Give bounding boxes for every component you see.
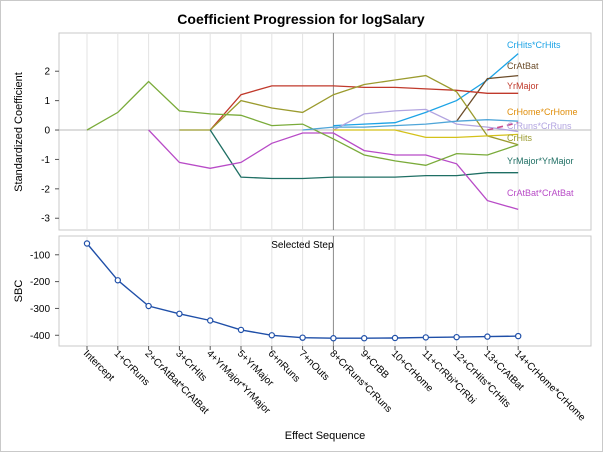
sbc-point bbox=[299, 334, 306, 341]
sbc-point bbox=[176, 310, 183, 318]
y-tick-label: 0 bbox=[44, 126, 50, 137]
series-label-cratbat: CrAtBat bbox=[507, 61, 539, 71]
series-line-effect-8 bbox=[86, 80, 519, 166]
y-tick-label: 1 bbox=[44, 96, 50, 107]
series-line-crhits bbox=[179, 74, 519, 146]
effect-sequence-axis-label: Effect Sequence bbox=[285, 430, 366, 442]
coefficient-panel bbox=[58, 32, 592, 231]
sbc-point bbox=[114, 277, 122, 284]
sbc-point bbox=[145, 302, 152, 310]
y-tick-label: -1 bbox=[41, 155, 50, 166]
sbc-panel bbox=[58, 235, 592, 347]
series-label-yrmajor: YrMajor bbox=[507, 81, 539, 91]
sbc-point bbox=[484, 333, 491, 340]
series-label-yrmajor-yrmajor: YrMajor*YrMajor bbox=[507, 156, 574, 166]
sbc-point bbox=[330, 335, 337, 342]
y-tick-label: -200 bbox=[30, 277, 50, 288]
y-tick-label: 2 bbox=[44, 67, 50, 78]
series-label-crruns-crruns: CrRuns*CrRuns bbox=[507, 121, 572, 131]
series-label-crhits-crhits: CrHits*CrHits bbox=[507, 40, 561, 50]
y-tick-label: -100 bbox=[30, 250, 50, 261]
sbc-axis-label: SBC bbox=[13, 280, 25, 303]
series-line-yrmajor-yrmajor bbox=[209, 129, 519, 180]
sbc-point bbox=[268, 332, 275, 339]
y-tick-label: -400 bbox=[30, 331, 50, 342]
series-label-cratbat-cratbat: CrAtBat*CrAtBat bbox=[507, 188, 574, 198]
sbc-point bbox=[391, 334, 399, 342]
chart-title: Coefficient Progression for logSalary bbox=[177, 11, 425, 27]
sbc-point bbox=[515, 332, 522, 340]
coefficient-axis-label: Standardized Coefficient bbox=[13, 72, 25, 192]
sbc-point bbox=[453, 333, 460, 341]
y-tick-label: -300 bbox=[30, 304, 50, 315]
series-line-cratbat-cratbat bbox=[148, 129, 519, 211]
series-label-crhome-crhome: CrHome*CrHome bbox=[507, 107, 578, 117]
x-tick-label: 11+CrRbi*CrRbi bbox=[420, 348, 478, 406]
y-tick-label: -3 bbox=[41, 214, 50, 225]
series-line-effect-11 bbox=[487, 121, 519, 131]
series-label-crhits: CrHits bbox=[507, 133, 532, 143]
sbc-point bbox=[422, 334, 429, 341]
series-line-effect-9 bbox=[333, 129, 519, 139]
sbc-point bbox=[237, 326, 245, 334]
x-tick-label: 7+nOuts bbox=[296, 348, 331, 383]
series-line-crhits-crhits bbox=[333, 53, 519, 127]
y-tick-label: -2 bbox=[41, 184, 50, 195]
series-line-yrmajor bbox=[209, 85, 519, 131]
series-line-crruns-crruns bbox=[333, 108, 519, 133]
selected-step-annotation: Selected Step bbox=[271, 240, 334, 251]
sbc-point bbox=[361, 335, 368, 342]
sbc-point bbox=[206, 317, 214, 324]
x-tick-label: Intercept bbox=[81, 348, 116, 383]
series-line-effect-10 bbox=[302, 119, 519, 131]
sbc-point bbox=[83, 240, 91, 247]
